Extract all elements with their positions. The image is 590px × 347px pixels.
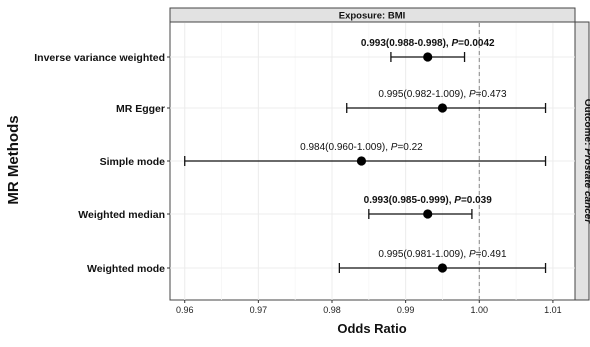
- method-label: Inverse variance weighted: [34, 52, 165, 64]
- estimate-or-ci: 0.993(0.988-0.998),: [361, 38, 452, 49]
- x-axis-ticks: 0.96 0.97 0.98 0.99 1.00 1.01: [176, 300, 562, 315]
- method-label: Simple mode: [100, 156, 166, 168]
- estimate-label: 0.993(0.988-0.998), P=0.0042: [361, 38, 495, 49]
- right-facet-label: Outcome: Prostate cancer: [582, 99, 590, 225]
- point-estimate: [437, 263, 448, 273]
- estimate-label: 0.984(0.960-1.009), P=0.22: [300, 142, 423, 153]
- y-axis-categories: Inverse variance weighted MR Egger Simple …: [34, 52, 170, 275]
- estimate-p-symbol: P: [469, 89, 476, 100]
- method-label: Weighted median: [78, 209, 165, 221]
- x-tick-label: 0.96: [176, 305, 194, 315]
- estimate-label: 0.993(0.985-0.999), P=0.039: [364, 195, 493, 206]
- estimate-p-symbol: P: [469, 249, 476, 260]
- x-tick-label: 0.97: [250, 305, 268, 315]
- right-facet-outcome: Prostate cancer: [582, 148, 590, 224]
- estimate-p-value: =0.039: [461, 195, 492, 206]
- top-facet-label: Exposure: BMI: [339, 11, 406, 22]
- estimate-or-ci: 0.995(0.981-1.009),: [378, 249, 469, 260]
- estimate-p-value: =0.0042: [458, 38, 495, 49]
- point-estimate: [437, 103, 448, 113]
- x-tick-label: 0.98: [323, 305, 341, 315]
- point-estimate: [356, 156, 367, 166]
- x-tick-label: 1.00: [471, 305, 489, 315]
- x-tick-label: 0.99: [397, 305, 415, 315]
- estimate-or-ci: 0.995(0.982-1.009),: [378, 89, 469, 100]
- method-label: Weighted mode: [87, 263, 165, 275]
- estimate-p-symbol: P: [451, 38, 458, 49]
- estimate-p-value: =0.22: [397, 142, 423, 153]
- right-facet-prefix: Outcome:: [582, 99, 590, 148]
- point-estimate: [423, 52, 433, 62]
- estimate-label: 0.995(0.981-1.009), P=0.491: [378, 249, 507, 260]
- estimate-p-value: =0.491: [476, 249, 507, 260]
- estimate-p-symbol: P: [391, 142, 398, 153]
- x-axis-title: Odds Ratio: [337, 321, 406, 336]
- estimate-p-value: =0.473: [476, 89, 507, 100]
- x-tick-label: 1.01: [544, 305, 562, 315]
- estimate-or-ci: 0.984(0.960-1.009),: [300, 142, 391, 153]
- estimate-or-ci: 0.993(0.985-0.999),: [364, 195, 455, 206]
- estimate-p-symbol: P: [454, 195, 461, 206]
- estimate-rows: 0.993(0.988-0.998), P=0.00420.995(0.982-…: [184, 38, 547, 273]
- y-axis-title: MR Methods: [5, 115, 22, 204]
- estimate-label: 0.995(0.982-1.009), P=0.473: [378, 89, 507, 100]
- point-estimate: [423, 209, 433, 219]
- method-label: MR Egger: [116, 103, 165, 115]
